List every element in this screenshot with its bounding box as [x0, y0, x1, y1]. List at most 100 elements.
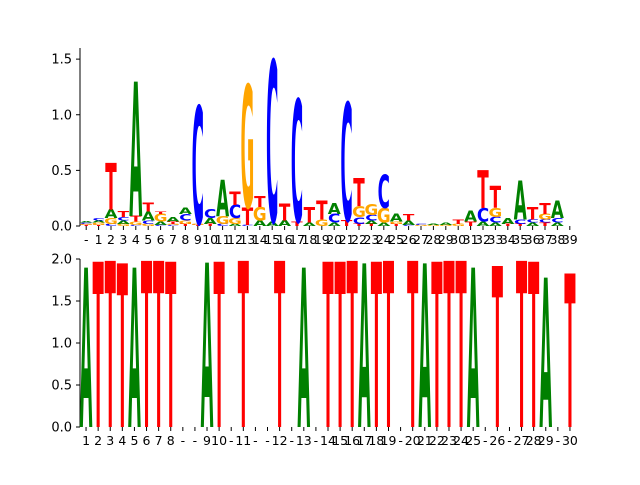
- y-tick-label: 1.5: [51, 295, 72, 310]
- logo-letter-g: G: [117, 223, 131, 227]
- x-tick-label: 7: [169, 232, 177, 247]
- x-tick-label: 8: [167, 433, 175, 448]
- logo-letter-c: C: [154, 225, 166, 227]
- x-tick-label: 14: [320, 433, 336, 448]
- x-tick-label: 33: [487, 232, 503, 247]
- x-tick-label: 15: [264, 232, 280, 247]
- logo-letter-t: T: [403, 212, 415, 223]
- logo-letter-t: T: [105, 152, 116, 226]
- x-tick-label: 12: [272, 433, 288, 448]
- logo-letter-c: C: [539, 219, 551, 224]
- x-tick-label: 23: [363, 232, 379, 247]
- y-tick-label: 2.0: [51, 253, 72, 268]
- x-tick-label: -: [181, 433, 186, 448]
- logo-letter-t: T: [153, 217, 164, 480]
- logo-letter-t: T: [142, 201, 153, 215]
- logo-letter-a: A: [464, 207, 478, 225]
- logo-letter-g: G: [79, 223, 93, 225]
- x-tick-label: 6: [157, 232, 165, 247]
- y-tick-label: 1.5: [51, 53, 72, 68]
- logo-letter-t: T: [204, 223, 217, 227]
- logo-letter-a: A: [253, 220, 267, 229]
- logo-letter-c: C: [340, 71, 352, 259]
- logo-letter-t: T: [141, 217, 152, 480]
- logo-letter-c: C: [142, 220, 154, 225]
- logo-letter-t: T: [539, 222, 551, 227]
- logo-letter-a: A: [551, 196, 565, 224]
- logo-letter-c: C: [117, 216, 129, 221]
- logo-letter-t: T: [214, 217, 225, 480]
- logo-letter-t: T: [383, 217, 394, 480]
- x-tick-label: 30: [450, 232, 466, 247]
- logo-letter-a: A: [297, 224, 310, 479]
- logo-letter-a: A: [489, 222, 503, 227]
- logo-letter-t: T: [274, 217, 285, 480]
- logo-letter-t: T: [455, 217, 466, 480]
- logo-letter-g: G: [315, 218, 329, 229]
- logo-letter-t: T: [341, 220, 353, 229]
- x-tick-label: 20: [405, 433, 421, 448]
- logo-letter-c: C: [489, 216, 501, 225]
- logo-letter-g: G: [439, 225, 453, 227]
- logo-letter-g: G: [179, 220, 193, 225]
- logo-letter-a: A: [167, 216, 180, 223]
- logo-letter-c: C: [192, 75, 204, 263]
- x-tick-label: 1: [95, 232, 103, 247]
- x-tick-label: 29: [438, 232, 454, 247]
- logo-letter-t: T: [304, 203, 315, 229]
- x-tick-label: 18: [368, 433, 384, 448]
- logo-letter-t: T: [316, 197, 328, 227]
- logo-letter-c: C: [551, 217, 563, 224]
- x-tick-label: 22: [429, 433, 445, 448]
- logo-letter-t: T: [167, 221, 180, 225]
- x-tick-label: 36: [525, 232, 541, 247]
- x-tick-label: 11: [215, 232, 231, 247]
- logo-letter-c: C: [167, 225, 179, 227]
- x-tick-label: 4: [118, 433, 126, 448]
- logo-letter-t: T: [514, 223, 527, 227]
- logo-letter-a: A: [303, 222, 317, 227]
- logo-letter-g: G: [154, 212, 168, 224]
- logo-letter-c: C: [105, 223, 118, 227]
- logo-letter-g: G: [191, 223, 205, 225]
- x-tick-label: 35: [512, 232, 528, 247]
- logo-letter-c: C: [80, 222, 92, 224]
- logo-letter-g: G: [228, 217, 242, 226]
- bottom-logo-panel: 0.00.51.01.52.01 2 3 4 5 6 7 8- -9 10-11- -12-13-1…: [51, 217, 578, 482]
- logo-letter-a: A: [390, 212, 403, 224]
- logo-letter-t: T: [353, 223, 366, 227]
- logo-letter-a: A: [80, 224, 93, 479]
- x-tick-label: 13: [239, 232, 255, 247]
- x-tick-label: -: [507, 433, 512, 448]
- logo-letter-t: T: [117, 218, 128, 480]
- x-tick-label: 27: [514, 433, 530, 448]
- logo-letter-t: T: [371, 217, 382, 480]
- logo-letter-a: A: [201, 218, 214, 480]
- logo-letter-t: T: [516, 217, 527, 480]
- x-tick-label: 16: [277, 232, 293, 247]
- logo-letter-c: C: [204, 207, 216, 221]
- logo-letter-c: C: [216, 223, 229, 227]
- logo-letter-c: C: [365, 214, 377, 223]
- logo-letter-g: G: [241, 52, 255, 248]
- logo-letter-t: T: [242, 203, 254, 231]
- x-tick-label: 3: [106, 433, 114, 448]
- x-tick-label: 16: [344, 433, 360, 448]
- logo-letter-a: A: [358, 218, 371, 480]
- y-tick-label: 0.5: [51, 164, 72, 179]
- logo-letter-c: C: [229, 203, 241, 224]
- x-tick-label: 6: [143, 433, 151, 448]
- x-tick-label: -: [229, 433, 234, 448]
- x-tick-label: 11: [235, 433, 251, 448]
- logo-letter-a: A: [514, 171, 527, 233]
- logo-letter-a: A: [92, 220, 106, 224]
- logo-letter-t: T: [528, 217, 539, 480]
- x-tick-label: 10: [202, 232, 218, 247]
- logo-letter-g: G: [166, 223, 180, 225]
- logo-letter-t: T: [347, 217, 358, 480]
- logo-letter-a: A: [377, 222, 391, 227]
- logo-letter-t: T: [279, 199, 291, 226]
- x-tick-label: -: [398, 433, 403, 448]
- logo-letter-t: T: [130, 215, 142, 224]
- x-tick-label: 2: [94, 433, 102, 448]
